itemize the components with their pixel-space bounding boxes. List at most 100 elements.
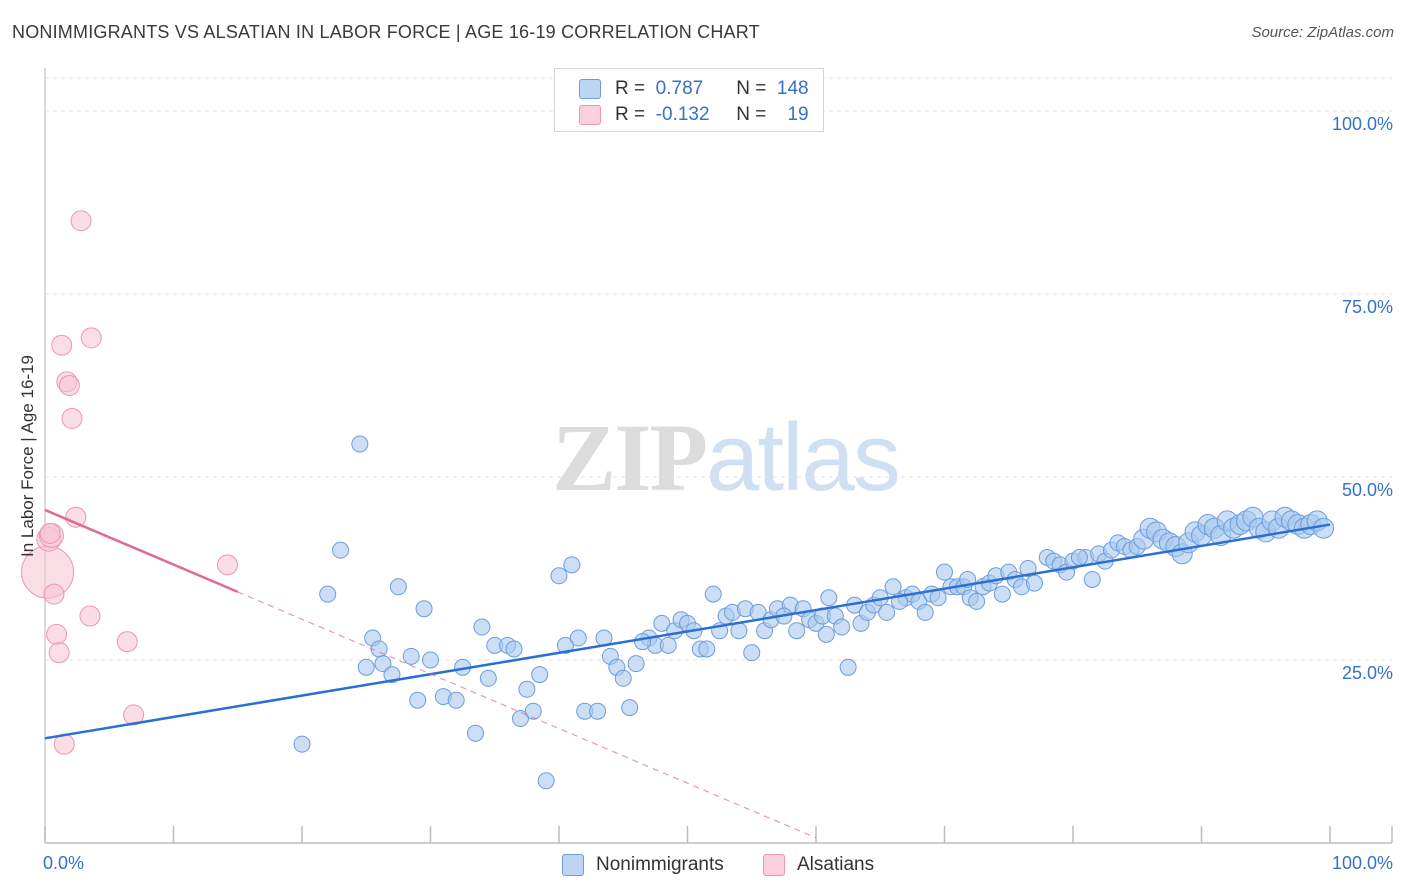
data-point-nonimmigrants: [589, 702, 607, 720]
data-point-nonimmigrants: [505, 640, 523, 658]
data-point-nonimmigrants: [653, 614, 671, 632]
data-point-nonimmigrants: [569, 629, 587, 647]
data-point-nonimmigrants: [374, 655, 392, 673]
x-tick-label-max: 100.0%: [1332, 853, 1393, 873]
data-point-alsatians: [48, 642, 70, 664]
series-alsatians: [21, 210, 238, 755]
data-point-nonimmigrants: [402, 647, 420, 665]
data-point-nonimmigrants: [936, 563, 953, 581]
x-tick-label-min: 0.0%: [43, 853, 84, 873]
data-point-nonimmigrants: [332, 541, 350, 559]
data-point-nonimmigrants: [968, 592, 986, 610]
data-point-nonimmigrants: [409, 691, 427, 709]
bottom-legend-label: Alsatians: [797, 854, 875, 875]
data-point-nonimmigrants: [698, 640, 716, 658]
data-point-nonimmigrants: [550, 567, 568, 585]
data-point-nonimmigrants: [614, 669, 632, 687]
bottom-legend-alsatians: Alsatians: [763, 852, 874, 878]
data-point-nonimmigrants: [1025, 574, 1043, 592]
data-point-nonimmigrants: [878, 603, 896, 621]
data-point-nonimmigrants: [422, 651, 439, 669]
grid-lines: [45, 77, 1392, 661]
trend-lines: [44, 508, 1331, 839]
data-point-nonimmigrants: [634, 633, 652, 651]
axes: [44, 68, 1393, 844]
data-point-alsatians: [70, 210, 92, 232]
tick-labels: 25.0% 50.0% 75.0% 100.0% 0.0% 100.0%: [43, 114, 1393, 873]
trend-line-alsatians: [44, 508, 239, 594]
legend-n-label: N =: [736, 104, 767, 125]
data-point-alsatians: [58, 374, 80, 396]
data-point-nonimmigrants: [621, 699, 639, 717]
data-point-nonimmigrants: [351, 435, 369, 453]
data-point-nonimmigrants: [659, 636, 677, 654]
data-point-nonimmigrants: [993, 585, 1011, 603]
data-point-nonimmigrants: [817, 625, 835, 643]
data-point-nonimmigrants: [479, 669, 497, 687]
data-point-nonimmigrants: [743, 644, 761, 662]
data-point-nonimmigrants: [839, 658, 857, 676]
y-tick-label: 25.0%: [1342, 663, 1393, 683]
legend-r-label: R =: [615, 78, 646, 99]
data-point-nonimmigrants: [627, 655, 645, 673]
data-point-alsatians: [51, 334, 73, 356]
data-point-nonimmigrants: [473, 618, 491, 636]
data-point-nonimmigrants: [788, 622, 806, 640]
data-point-alsatians: [61, 407, 83, 429]
legend-row-alsatians: R = -0.132 N = 19: [579, 103, 809, 127]
trend-line-nonimmigrants: [44, 523, 1331, 740]
data-point-alsatians: [43, 583, 65, 605]
data-point-nonimmigrants: [524, 702, 542, 720]
data-point-alsatians: [123, 704, 145, 726]
data-point-nonimmigrants: [383, 666, 401, 684]
bottom-legend-label: Nonimmigrants: [596, 854, 724, 875]
legend-n-value: 148: [776, 78, 809, 99]
source-label: Source: ZipAtlas.com: [1251, 24, 1394, 41]
series-nonimmigrants: [293, 435, 1335, 790]
legend-swatch-pink: [579, 105, 601, 125]
legend-box: R = 0.787 N = 148 R = -0.132 N = 19: [554, 68, 824, 132]
data-point-nonimmigrants: [518, 680, 536, 698]
legend-n-value: 19: [787, 104, 809, 125]
data-point-nonimmigrants: [447, 691, 465, 709]
watermark-atlas: atlas: [706, 404, 901, 511]
data-point-alsatians: [79, 605, 101, 627]
data-point-nonimmigrants: [1019, 559, 1037, 577]
data-point-nonimmigrants: [1070, 548, 1088, 566]
legend-r-value: -0.132: [655, 104, 710, 125]
data-point-alsatians: [116, 631, 138, 653]
data-point-nonimmigrants: [357, 658, 375, 676]
legend-row-nonimmigrants: R = 0.787 N = 148: [579, 77, 809, 101]
data-point-alsatians: [39, 522, 61, 544]
trend-extension-alsatians: [237, 591, 817, 839]
data-point-nonimmigrants: [389, 578, 407, 596]
data-point-nonimmigrants: [556, 636, 574, 654]
data-point-nonimmigrants: [820, 589, 838, 607]
data-point-nonimmigrants: [293, 735, 311, 753]
legend-swatch-blue: [579, 79, 601, 99]
data-point-nonimmigrants: [884, 578, 902, 596]
data-point-nonimmigrants: [415, 600, 433, 618]
legend-n-label: N =: [736, 78, 767, 99]
bottom-legend-swatch-pink: [763, 854, 785, 876]
data-point-alsatians: [80, 327, 102, 349]
legend-r-value: 0.787: [655, 78, 704, 99]
data-point-nonimmigrants: [531, 666, 549, 684]
data-point-nonimmigrants: [1083, 570, 1101, 588]
y-tick-label: 75.0%: [1342, 297, 1393, 317]
data-point-nonimmigrants: [537, 772, 555, 790]
bottom-legend-nonimmigrants: Nonimmigrants: [562, 852, 724, 878]
y-tick-label: 100.0%: [1332, 114, 1393, 134]
data-point-nonimmigrants: [704, 585, 722, 603]
watermark: ZIPatlas: [552, 402, 901, 513]
data-point-nonimmigrants: [511, 710, 529, 728]
data-point-nonimmigrants: [1313, 517, 1335, 539]
data-point-alsatians: [46, 623, 68, 645]
data-point-nonimmigrants: [833, 618, 851, 636]
data-point-nonimmigrants: [916, 603, 934, 621]
watermark-zip: ZIP: [552, 404, 708, 511]
bottom-legend-swatch-blue: [562, 854, 584, 876]
data-point-alsatians: [216, 554, 238, 576]
data-point-nonimmigrants: [563, 556, 581, 574]
